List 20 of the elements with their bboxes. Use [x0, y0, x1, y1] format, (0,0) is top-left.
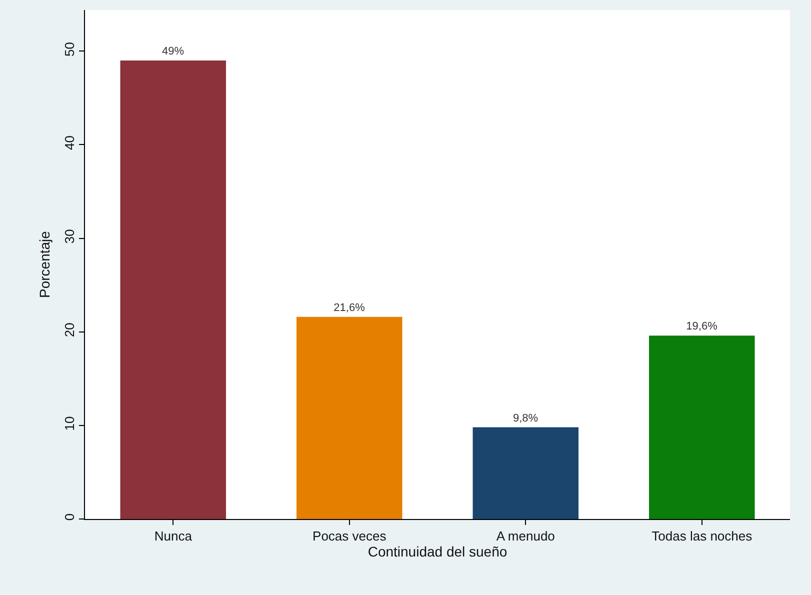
y-tick-label: 20 [62, 322, 77, 338]
bar [296, 316, 402, 519]
data-label: 19,6% [686, 320, 718, 333]
x-tick-label: Nunca [154, 528, 193, 544]
y-tick-label: 40 [62, 136, 77, 150]
bar [472, 427, 578, 519]
y-axis-title: Porcentaje [36, 230, 52, 298]
y-tick-label: 10 [62, 416, 77, 431]
y-tick-label: 30 [62, 229, 77, 244]
data-label: 9,8% [512, 412, 538, 424]
data-label: 21,6% [334, 302, 366, 314]
x-axis-title: Continuidad del sueño [368, 544, 508, 560]
bar [649, 336, 755, 519]
y-tick-label: 0 [62, 513, 77, 521]
x-tick-label: A menudo [496, 528, 555, 544]
y-tick-label: 50 [62, 42, 77, 56]
x-tick-label: Todas las noches [652, 528, 753, 544]
x-tick-label: Pocas veces [312, 528, 387, 544]
bar [120, 60, 226, 519]
data-label: 49% [162, 46, 184, 58]
